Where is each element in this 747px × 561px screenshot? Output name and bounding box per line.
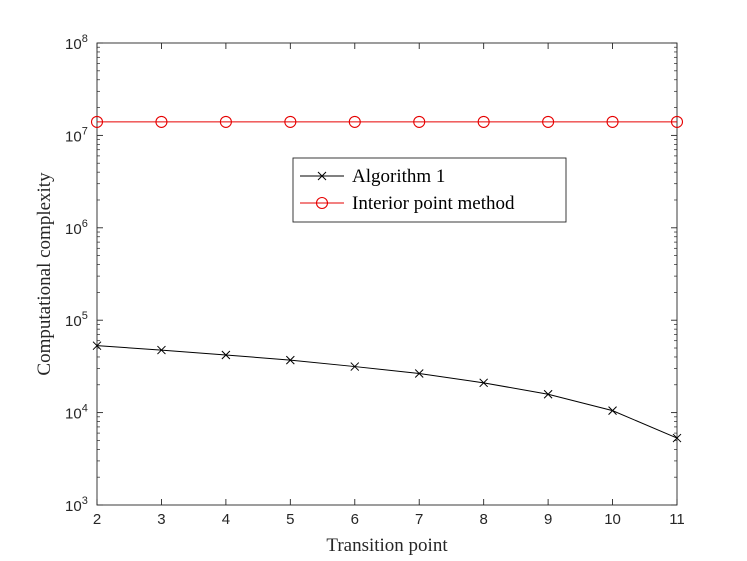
data-point-circle-marker [284, 115, 297, 128]
series-1 [92, 341, 682, 443]
data-point-circle-marker [155, 115, 168, 128]
data-point-x-marker [543, 389, 553, 399]
data-point-circle-marker [477, 115, 490, 128]
data-point-x-marker [221, 350, 231, 360]
y-axis-label: Computational complexity [34, 172, 55, 376]
y-tick-exponent: 8 [82, 33, 88, 45]
data-point-x-marker [157, 345, 166, 355]
plot-area-frame [96, 42, 678, 506]
legend-entry: Interior point method [300, 193, 515, 214]
data-point-x-marker [414, 369, 424, 378]
y-tick-base: 10 [65, 498, 82, 515]
y-tick-exponent: 6 [82, 218, 88, 230]
data-point-circle-marker [219, 115, 232, 128]
x-tick-label: 11 [669, 511, 685, 528]
y-tick-label: 104 [65, 403, 88, 423]
legend: Algorithm 1 Interior point method [292, 157, 567, 223]
y-tick-exponent: 4 [82, 403, 88, 415]
data-point-x-marker [672, 433, 682, 443]
x-tick-label: 8 [479, 511, 487, 528]
legend-entry: Algorithm 1 [300, 166, 445, 187]
data-point-x-marker [479, 378, 489, 388]
y-tick-base: 10 [65, 221, 82, 238]
y-tick-label: 105 [65, 310, 88, 330]
series-2 [90, 115, 684, 128]
data-point-x-marker [92, 341, 102, 351]
data-point-circle-marker [670, 115, 684, 128]
x-tick-label: 5 [286, 511, 294, 528]
x-axis-label: Transition point [326, 535, 448, 556]
data-point-circle-marker [542, 115, 555, 128]
y-tick-base: 10 [65, 128, 82, 145]
data-point-circle-marker [315, 196, 329, 210]
y-tick-exponent: 3 [82, 495, 88, 507]
data-point-circle-marker [413, 115, 426, 128]
data-point-circle-marker [90, 115, 104, 128]
x-tick-label: 4 [222, 511, 230, 528]
plot-series [90, 115, 684, 443]
x-tick-label: 2 [93, 511, 101, 528]
y-tick-label: 107 [65, 125, 88, 145]
y-tick-base: 10 [65, 313, 82, 330]
data-point-circle-marker [606, 115, 619, 128]
data-point-circle-marker [348, 115, 361, 128]
x-tick-label: 9 [544, 511, 552, 528]
y-tick-label: 108 [65, 33, 88, 53]
y-tick-base: 10 [65, 36, 82, 53]
x-tick-label: 3 [157, 511, 165, 528]
y-tick-label: 103 [65, 495, 88, 515]
legend-box [292, 157, 567, 223]
y-tick-label: 106 [65, 218, 88, 238]
y-tick-exponent: 7 [82, 125, 88, 137]
legend-label: Algorithm 1 [352, 166, 445, 187]
x-tick-label: 6 [351, 511, 359, 528]
data-point-x-marker [317, 171, 327, 181]
x-tick-label: 10 [604, 511, 621, 528]
data-point-x-marker [285, 355, 295, 365]
legend-label: Interior point method [352, 193, 515, 214]
x-tick-label: 7 [415, 511, 423, 528]
y-tick-exponent: 5 [82, 310, 88, 322]
series-line [96, 345, 678, 439]
data-point-x-marker [608, 406, 617, 415]
y-tick-base: 10 [65, 406, 82, 423]
data-point-x-marker [350, 362, 360, 371]
